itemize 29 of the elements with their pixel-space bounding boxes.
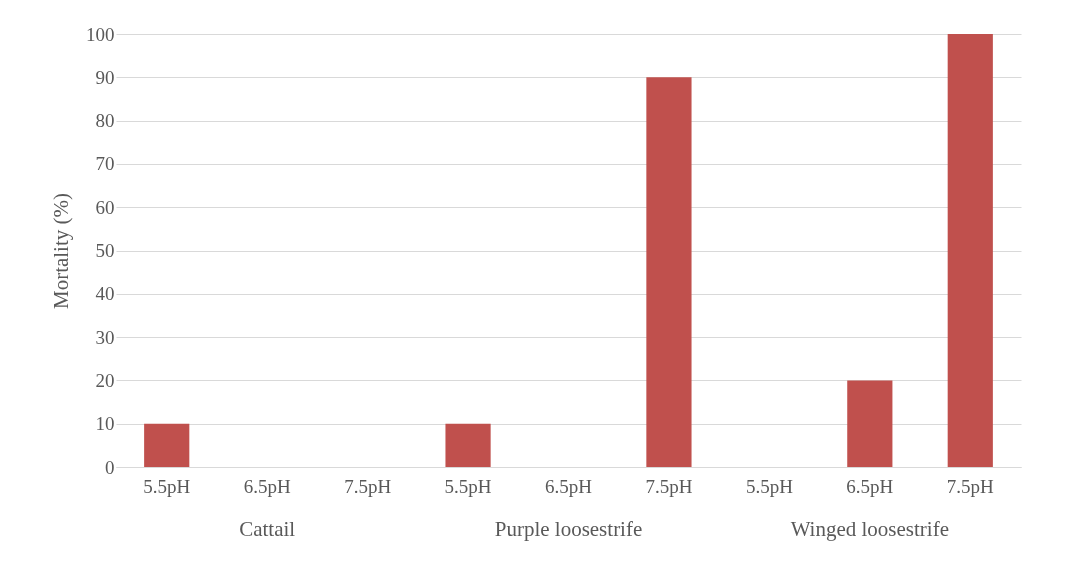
x-tick-label: 6.5pH (545, 475, 593, 497)
bar (144, 423, 190, 467)
y-tick-label: 50 (95, 240, 115, 261)
x-tick-label: 6.5pH (243, 475, 291, 497)
bar (847, 380, 893, 467)
y-tick-label: 0 (105, 456, 115, 478)
text: Winged loosestrife (790, 517, 950, 541)
text: Cattail (239, 517, 296, 541)
y-tick-label: 70 (95, 153, 115, 175)
x-tick-label: 5.5pH (143, 475, 191, 497)
bar (445, 423, 491, 467)
y-tick-label: 90 (95, 66, 115, 88)
y-tick-label: 30 (95, 326, 115, 348)
bar (947, 34, 993, 467)
y-tick-label: 10 (95, 413, 115, 435)
y-tick-label: 100 (86, 23, 115, 45)
x-tick-label: 7.5pH (645, 475, 693, 497)
x-tick-label: 5.5pH (444, 475, 492, 497)
y-axis-title: Mortality (%) (49, 192, 73, 310)
x-tick-label: 6.5pH (846, 475, 894, 497)
x-tick-label: 7.5pH (946, 475, 995, 497)
text: Purple loosestrife (494, 517, 643, 541)
x-tick-label: 7.5pH (344, 475, 392, 497)
y-tick-label: 40 (95, 283, 115, 305)
x-tick-label: 5.5pH (745, 475, 794, 497)
y-tick-label: 60 (95, 196, 115, 218)
y-tick-label: 80 (95, 110, 115, 132)
y-tick-label: 20 (95, 369, 115, 391)
bar (646, 77, 692, 467)
